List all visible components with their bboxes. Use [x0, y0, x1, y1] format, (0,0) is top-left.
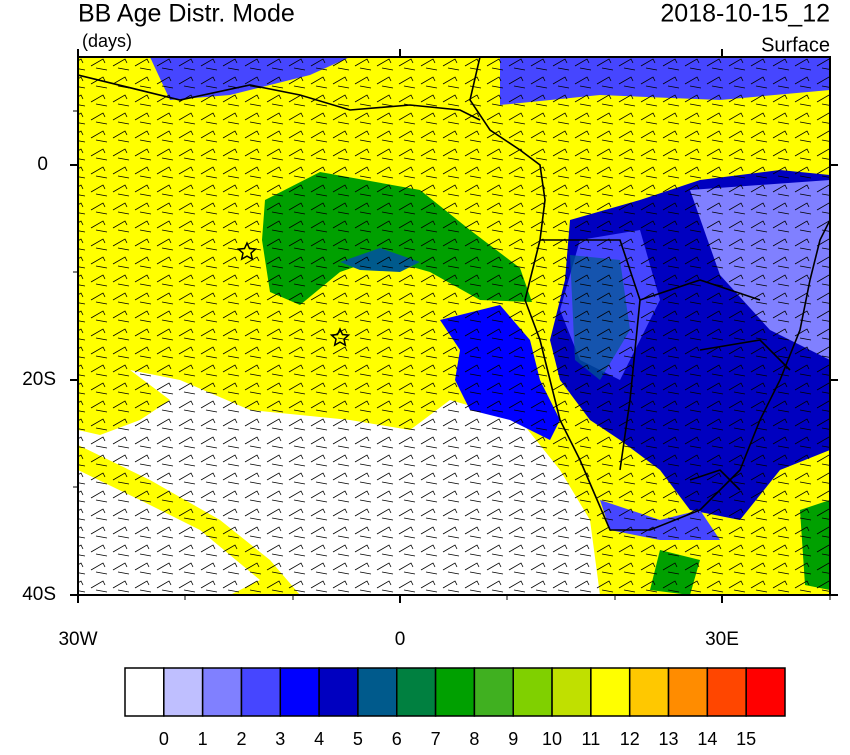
colorbar-box — [396, 667, 437, 717]
colorbar-label: 10 — [542, 729, 562, 749]
colorbar-label: 4 — [314, 729, 324, 749]
colorbar-box — [201, 667, 243, 717]
units: (days) — [82, 31, 132, 51]
colorbar-label: 5 — [353, 729, 363, 749]
colorbar-label: 6 — [392, 729, 402, 749]
date: 2018-10-15_12 — [660, 0, 830, 28]
colorbar-box — [628, 667, 670, 717]
map-frame — [77, 56, 831, 596]
map-field — [78, 57, 830, 595]
y-tick-label: 20S — [22, 369, 56, 390]
y-tick-label: 40S — [22, 584, 56, 605]
x-tick-label: 30E — [705, 629, 739, 650]
colorbar-label: 2 — [236, 729, 246, 749]
colorbar-box — [434, 667, 476, 717]
colorbar-box — [551, 667, 592, 717]
colorbar-label: 0 — [159, 729, 169, 749]
colorbar-box — [318, 667, 359, 717]
title: BB Age Distr. Mode — [78, 0, 295, 28]
x-tick-label: 0 — [395, 629, 406, 650]
colorbar-label: 11 — [582, 729, 601, 749]
level: Surface — [761, 34, 830, 56]
colorbar-label: 3 — [275, 729, 285, 749]
colorbar-label: 8 — [469, 729, 479, 749]
colorbar-label: 15 — [736, 729, 756, 749]
colorbar-label: 9 — [508, 729, 518, 749]
x-tick-label: 30W — [58, 629, 97, 650]
colorbar-box — [124, 667, 165, 717]
colorbar-box — [590, 667, 631, 717]
colorbar-box — [163, 667, 204, 717]
colorbar-box — [667, 667, 709, 717]
axis-ticks — [70, 49, 838, 603]
colorbar-label: 13 — [659, 729, 679, 749]
colorbar-box — [706, 667, 747, 717]
colorbar-box — [279, 667, 320, 717]
colorbar-box — [357, 667, 398, 717]
colorbar-label: 14 — [697, 729, 717, 749]
colorbar-box — [473, 667, 514, 717]
colorbar-label: 7 — [431, 729, 441, 749]
colorbar-label: 1 — [198, 729, 208, 749]
colorbar-label: 12 — [620, 729, 640, 749]
colorbar-box — [512, 667, 553, 717]
colorbar-box — [745, 667, 786, 717]
colorbar: 0 1 2 3 4 5 6 7 8 9 10 11 12 13 14 15 — [124, 667, 786, 749]
colorbar-box — [240, 667, 282, 717]
y-tick-label: 0 — [37, 154, 48, 175]
